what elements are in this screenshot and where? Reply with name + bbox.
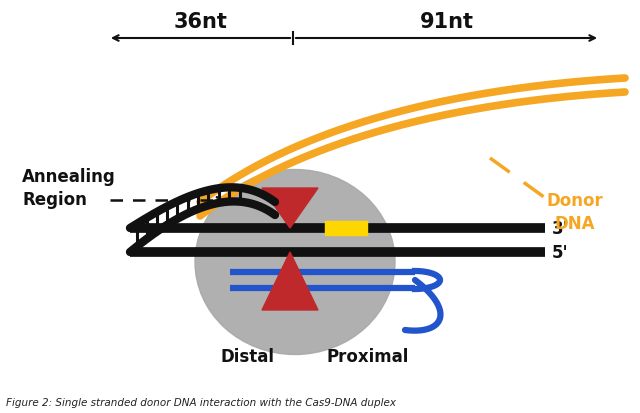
Text: Figure 2: Single stranded donor DNA interaction with the Cas9-DNA duplex: Figure 2: Single stranded donor DNA inte… [6, 398, 396, 408]
Text: 36nt: 36nt [173, 12, 227, 32]
Text: Distal: Distal [221, 348, 275, 366]
Text: Proximal: Proximal [327, 348, 409, 366]
Text: 5': 5' [552, 244, 568, 262]
Polygon shape [262, 188, 318, 228]
Ellipse shape [195, 169, 395, 354]
Text: Annealing
Region: Annealing Region [22, 168, 116, 209]
Text: 91nt: 91nt [419, 12, 474, 32]
Text: Donor
DNA: Donor DNA [547, 192, 604, 233]
Text: 3': 3' [552, 220, 569, 238]
Polygon shape [262, 252, 318, 310]
Bar [325, 221, 367, 235]
